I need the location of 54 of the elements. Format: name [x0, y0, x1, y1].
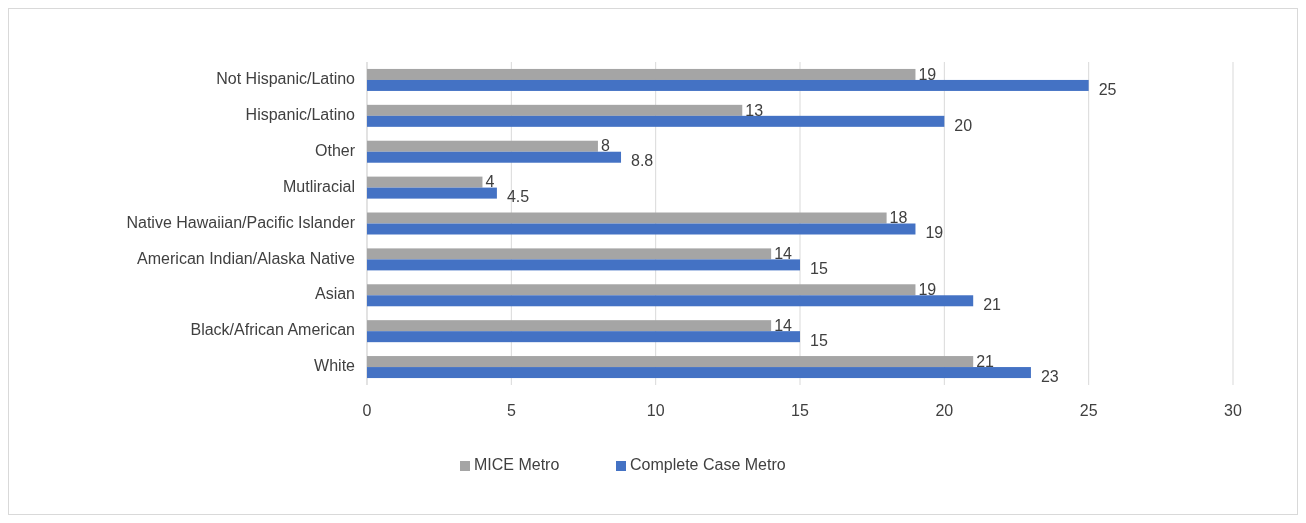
- x-tick-label: 10: [646, 402, 665, 420]
- data-label: 15: [810, 331, 828, 349]
- bar: [367, 320, 772, 332]
- data-label: 8: [600, 137, 610, 155]
- bar: [367, 212, 887, 224]
- legend-label: MICE Metro: [474, 456, 560, 474]
- data-label: 23: [1040, 367, 1059, 385]
- bar: [367, 367, 1031, 379]
- bar: [367, 140, 598, 152]
- x-tick-label: 25: [1079, 402, 1098, 420]
- bar: [367, 295, 974, 307]
- data-label: 18: [889, 209, 908, 227]
- y-tick-label: Other: [314, 141, 356, 159]
- y-tick-label: Asian: [314, 285, 355, 303]
- y-tick-label: Black/African American: [190, 321, 355, 339]
- bar: [367, 356, 974, 368]
- bar: [367, 68, 916, 80]
- data-label: 19: [918, 65, 937, 83]
- bar: [367, 223, 916, 235]
- data-label: 14: [774, 245, 793, 263]
- data-label: 15: [810, 260, 828, 278]
- data-label: 19: [925, 224, 944, 242]
- y-tick-label: Not Hispanic/Latino: [216, 70, 356, 88]
- x-tick-label: 20: [935, 402, 954, 420]
- bar: [367, 151, 622, 163]
- data-label: 21: [983, 296, 1002, 314]
- y-tick-label: Hispanic/Latino: [245, 106, 356, 124]
- y-tick-label: American Indian/Alaska Native: [137, 249, 356, 267]
- bar: [367, 248, 772, 260]
- bar: [367, 79, 1089, 91]
- data-label: 13: [745, 101, 764, 119]
- data-label: 14: [774, 316, 793, 334]
- data-label: 25: [1098, 80, 1117, 98]
- x-tick-label: 15: [791, 402, 809, 420]
- x-tick-label: 5: [506, 402, 516, 420]
- data-label: 20: [954, 116, 973, 134]
- bar: [367, 259, 800, 271]
- bar: [367, 331, 800, 343]
- y-tick-label: Mutliracial: [282, 177, 355, 195]
- y-tick-label: White: [314, 357, 356, 375]
- bar: [367, 187, 497, 199]
- bar: [367, 176, 483, 188]
- bar: [367, 115, 945, 127]
- data-label: 8.8: [631, 152, 654, 170]
- data-label: 19: [918, 281, 937, 299]
- legend-label: Complete Case Metro: [630, 456, 786, 474]
- x-tick-label: 30: [1224, 402, 1242, 420]
- x-tick-label: 0: [362, 402, 372, 420]
- bar: [367, 104, 743, 116]
- data-label: 4.5: [506, 188, 530, 206]
- y-tick-label: Native Hawaiian/Pacific Islander: [126, 213, 356, 231]
- data-label: 4: [485, 173, 495, 191]
- data-label: 21: [976, 352, 995, 370]
- bar: [367, 284, 916, 296]
